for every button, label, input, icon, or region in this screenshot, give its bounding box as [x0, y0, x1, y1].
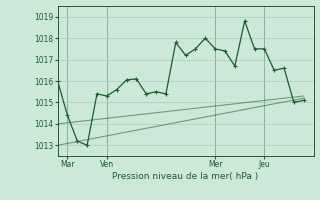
X-axis label: Pression niveau de la mer( hPa ): Pression niveau de la mer( hPa ) — [112, 172, 259, 181]
